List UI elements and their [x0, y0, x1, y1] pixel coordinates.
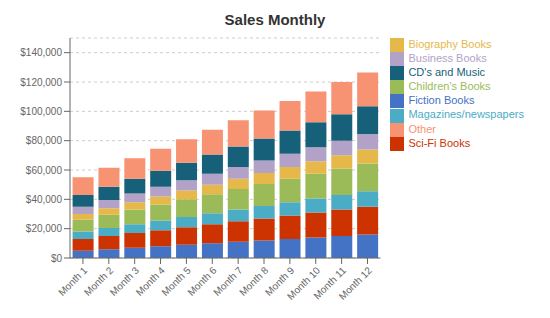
html-text:Magazines/newspapers: Magazines/newspapers — [408, 108, 524, 121]
html-text:Other: Other — [408, 122, 436, 135]
svg-text:Month 2: Month 2 — [81, 264, 116, 298]
svg-text:Month 12: Month 12 — [337, 264, 375, 302]
svg-text:$100,000: $100,000 — [20, 106, 62, 117]
svg-text:Month 9: Month 9 — [263, 264, 297, 298]
svg-text:Month 6: Month 6 — [185, 264, 219, 298]
svg-text:$140,000: $140,000 — [20, 47, 62, 58]
svg-text:$80,000: $80,000 — [26, 135, 63, 146]
svg-text:Month 4: Month 4 — [133, 264, 167, 298]
html-text:Children's Books: Children's Books — [408, 80, 491, 93]
svg-text:Month 7: Month 7 — [211, 264, 245, 298]
html-text:CD's and Music: CD's and Music — [408, 66, 486, 79]
html-text:Sales Monthly: Sales Monthly — [224, 11, 326, 28]
html-text:Business Books: Business Books — [408, 52, 487, 65]
svg-text:$60,000: $60,000 — [26, 165, 63, 176]
svg-text:Month 5: Month 5 — [159, 264, 193, 298]
svg-text:Month 3: Month 3 — [107, 264, 142, 298]
svg-text:$120,000: $120,000 — [20, 77, 62, 88]
svg-text:$40,000: $40,000 — [26, 194, 63, 205]
html-text:Biography Books: Biography Books — [408, 38, 492, 50]
svg-text:Month 8: Month 8 — [237, 264, 271, 298]
svg-text:Month 1: Month 1 — [56, 264, 90, 298]
svg-text:$20,000: $20,000 — [26, 223, 63, 234]
svg-text:$0: $0 — [51, 253, 63, 264]
svg-text:Month 10: Month 10 — [284, 264, 323, 302]
html-text:Fiction Books: Fiction Books — [408, 94, 475, 107]
html-text:Sci-Fi Books: Sci-Fi Books — [408, 136, 471, 149]
svg-text:Month 11: Month 11 — [311, 264, 349, 302]
